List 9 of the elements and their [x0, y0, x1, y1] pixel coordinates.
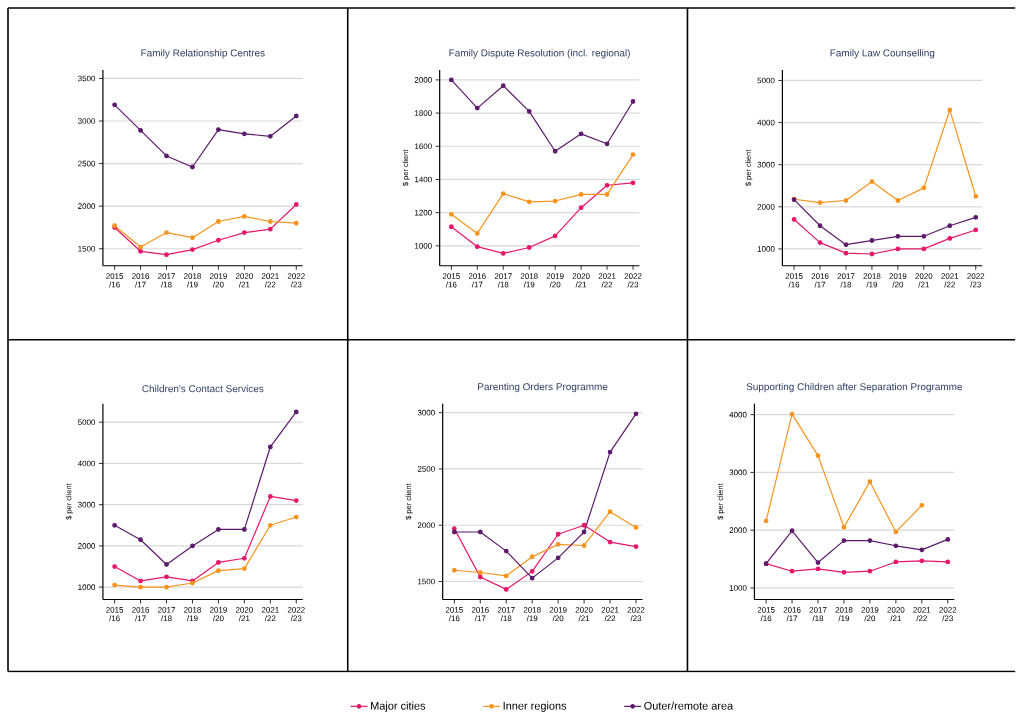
- legend-label: Outer/remote area: [644, 701, 734, 710]
- chart-title: Parenting Orders Programme: [478, 382, 608, 392]
- chart-title: Family Relationship Centres: [141, 48, 265, 59]
- legend-label: Inner regions: [503, 701, 567, 712]
- chart-title: Children's Contact Services: [142, 384, 264, 392]
- chart-title: Family Law Counselling: [830, 48, 935, 59]
- chart-title: Family Dispute Resolution (incl. regional): [449, 48, 630, 59]
- chart-title: Supporting Children after Separation Programme: [746, 382, 963, 392]
- legend-label: Major cities: [371, 701, 426, 712]
